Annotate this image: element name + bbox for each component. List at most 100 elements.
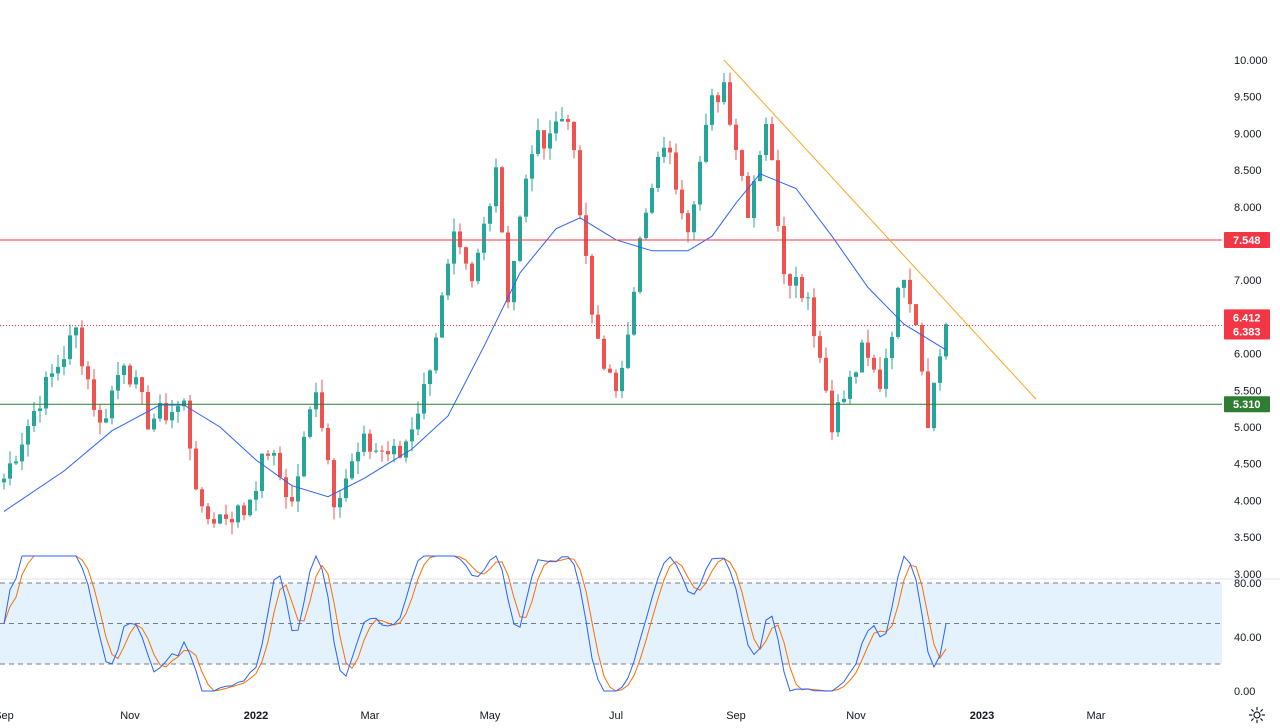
price-tick-label: 5.500 bbox=[1234, 385, 1262, 397]
candle bbox=[782, 225, 786, 275]
candle bbox=[542, 130, 546, 149]
candle bbox=[140, 377, 144, 392]
candle bbox=[728, 82, 732, 125]
candle bbox=[926, 371, 930, 429]
candle bbox=[938, 356, 942, 383]
candle bbox=[350, 461, 354, 479]
candle bbox=[428, 370, 432, 385]
price-badge bbox=[1224, 309, 1270, 326]
candle bbox=[68, 335, 72, 360]
candle bbox=[560, 119, 564, 122]
price-tick-label: 8.500 bbox=[1234, 165, 1262, 177]
candle bbox=[656, 156, 660, 189]
stochastic-tick-label: 40.00 bbox=[1234, 632, 1262, 644]
candle bbox=[74, 327, 78, 336]
candle bbox=[92, 379, 96, 410]
candle bbox=[86, 366, 90, 380]
candle bbox=[320, 392, 324, 428]
candle bbox=[716, 95, 720, 103]
candle bbox=[458, 231, 462, 248]
candle bbox=[446, 263, 450, 296]
candle bbox=[128, 365, 132, 385]
candle bbox=[200, 489, 204, 507]
price-badge-label: 6.412 bbox=[1233, 312, 1261, 324]
candle bbox=[386, 450, 390, 455]
candle bbox=[524, 178, 528, 217]
candle bbox=[662, 147, 666, 157]
gear-icon[interactable] bbox=[1248, 706, 1266, 724]
candle bbox=[530, 154, 534, 179]
moving-average-line bbox=[3, 173, 947, 512]
candle bbox=[740, 150, 744, 176]
candle bbox=[14, 461, 18, 464]
candle bbox=[638, 238, 642, 292]
candle bbox=[620, 367, 624, 392]
candle bbox=[380, 450, 384, 452]
candle bbox=[374, 450, 378, 452]
candle bbox=[710, 95, 714, 125]
candle bbox=[116, 375, 120, 391]
price-badge bbox=[1224, 396, 1270, 413]
candle bbox=[56, 366, 60, 374]
candle bbox=[914, 304, 918, 325]
candle bbox=[236, 505, 240, 523]
price-tick-label: 5.000 bbox=[1234, 422, 1262, 434]
candle bbox=[734, 124, 738, 151]
candle bbox=[578, 150, 582, 216]
stochastic-tick-label: 0.00 bbox=[1234, 686, 1255, 698]
price-tick-label: 9.000 bbox=[1234, 128, 1262, 140]
time-tick-label: Mar bbox=[361, 710, 380, 722]
candle bbox=[332, 460, 336, 508]
candle bbox=[20, 444, 24, 462]
main-pane[interactable] bbox=[0, 59, 1280, 580]
price-tick-label: 3.000 bbox=[1234, 569, 1262, 581]
candle bbox=[668, 147, 672, 153]
candle bbox=[746, 175, 750, 218]
candle bbox=[302, 436, 306, 477]
candle bbox=[866, 342, 870, 358]
candle bbox=[596, 314, 600, 339]
candle bbox=[404, 441, 408, 458]
candle bbox=[818, 336, 822, 358]
candle bbox=[572, 121, 576, 151]
candle bbox=[146, 391, 150, 430]
time-tick-label: Mar bbox=[1087, 710, 1106, 722]
candle bbox=[590, 255, 594, 315]
candle bbox=[80, 327, 84, 367]
candle bbox=[512, 260, 516, 303]
candle bbox=[476, 252, 480, 282]
candle bbox=[494, 167, 498, 207]
candle bbox=[836, 402, 840, 433]
candle bbox=[650, 188, 654, 213]
candle bbox=[878, 369, 882, 389]
candle bbox=[692, 204, 696, 233]
candle bbox=[812, 297, 816, 337]
candle bbox=[806, 297, 810, 299]
candle bbox=[872, 357, 876, 370]
price-tick-label: 4.000 bbox=[1234, 495, 1262, 507]
stochastic-d-line bbox=[3, 555, 947, 692]
candle bbox=[602, 338, 606, 369]
candle bbox=[776, 160, 780, 226]
candle bbox=[674, 152, 678, 190]
candle bbox=[134, 377, 138, 385]
candle bbox=[440, 295, 444, 338]
candle bbox=[188, 400, 192, 449]
time-axis: Sep Nov 2022 Mar May Jul Sep Nov 2023 Mar bbox=[0, 710, 1106, 722]
candle bbox=[32, 410, 36, 427]
candle bbox=[416, 413, 420, 430]
stochastic-pane[interactable] bbox=[0, 554, 1222, 692]
candle bbox=[206, 506, 210, 520]
candle bbox=[410, 429, 414, 442]
candle bbox=[158, 403, 162, 419]
candle bbox=[764, 123, 768, 156]
candle bbox=[230, 518, 234, 523]
price-tick-label: 9.500 bbox=[1234, 92, 1262, 104]
price-tick-label: 10.000 bbox=[1234, 55, 1268, 67]
candle bbox=[308, 409, 312, 437]
price-tick-label: 8.000 bbox=[1234, 202, 1262, 214]
time-tick-label: Sep bbox=[726, 710, 746, 722]
candle bbox=[326, 427, 330, 461]
candle bbox=[554, 121, 558, 134]
